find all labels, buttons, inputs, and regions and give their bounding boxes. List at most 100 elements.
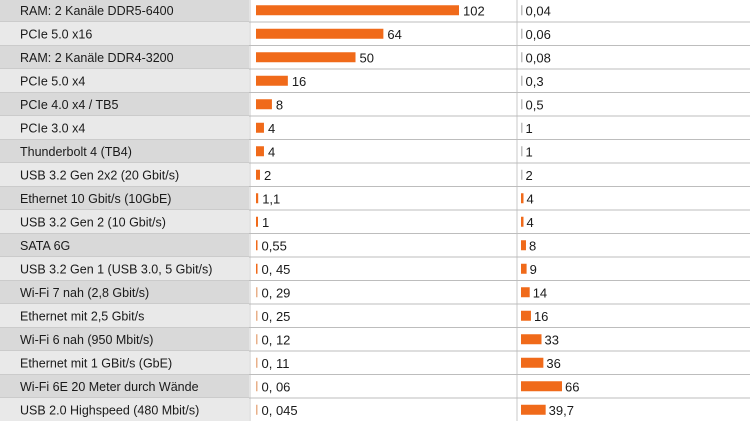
category-label: Wi-Fi 6 nah (950 Mbit/s) xyxy=(20,333,153,347)
row-label-cell xyxy=(0,304,249,328)
bar-left xyxy=(256,357,258,368)
row-label-cell xyxy=(0,45,249,69)
data-label-left: 0, 12 xyxy=(262,332,291,347)
data-label-left: 0, 45 xyxy=(262,262,291,277)
bar-right xyxy=(521,310,531,321)
bar-left xyxy=(256,404,258,415)
table-row: Ethernet mit 1 GBit/s (GbE) 0, 11 36 xyxy=(0,351,750,375)
table-row: Ethernet mit 2,5 Gbit/s 0, 25 16 xyxy=(0,304,750,328)
row-label-cell xyxy=(0,0,249,22)
data-label-right: 16 xyxy=(534,309,548,324)
table-row: RAM: 2 Kanäle DDR4-3200 50 0,08 xyxy=(0,45,750,70)
data-label-left: 64 xyxy=(387,27,401,42)
category-label: Ethernet mit 2,5 Gbit/s xyxy=(20,309,144,323)
table-row: Ethernet 10 Gbit/s (10GbE) 1,1 4 xyxy=(0,186,750,211)
bar-left xyxy=(256,287,258,298)
bar-right xyxy=(521,334,542,345)
bar-right xyxy=(521,287,530,298)
category-label: Wi-Fi 6E 20 Meter durch Wände xyxy=(20,380,199,394)
bar-left xyxy=(256,263,258,274)
bar-right xyxy=(521,216,524,227)
bar-left xyxy=(256,240,258,251)
row-label-cell xyxy=(0,398,249,421)
bar-right xyxy=(521,381,562,392)
bar-right xyxy=(521,122,523,133)
category-label: PCIe 5.0 x4 xyxy=(20,74,85,88)
data-label-left: 4 xyxy=(268,121,275,136)
table-row: Wi-Fi 6 nah (950 Mbit/s) 0, 12 33 xyxy=(0,327,750,352)
data-label-right: 36 xyxy=(546,356,560,371)
table-row: USB 2.0 Highspeed (480 Mbit/s) 0, 045 39,7 xyxy=(0,398,574,421)
data-label-left: 0, 06 xyxy=(262,379,291,394)
table-row: PCIe 5.0 x4 16 0,3 xyxy=(0,69,750,93)
table-row: Thunderbolt 4 (TB4) 4 1 xyxy=(0,139,750,164)
row-label-cell xyxy=(0,374,249,398)
table-row: USB 3.2 Gen 2x2 (20 Gbit/s) 2 2 xyxy=(0,163,750,187)
category-label: PCIe 3.0 x4 xyxy=(20,121,85,135)
bar-right xyxy=(521,5,523,16)
data-label-right: 1 xyxy=(526,121,533,136)
category-label: USB 3.2 Gen 2 (10 Gbit/s) xyxy=(20,215,166,229)
data-label-left: 0,55 xyxy=(262,238,287,253)
category-label: Thunderbolt 4 (TB4) xyxy=(20,145,132,159)
data-label-left: 50 xyxy=(360,50,374,65)
bar-right xyxy=(521,357,544,368)
row-label-cell xyxy=(0,351,249,375)
data-label-right: 4 xyxy=(526,215,533,230)
data-label-right: 39,7 xyxy=(549,403,574,418)
row-label-cell xyxy=(0,257,249,281)
category-label: USB 2.0 Highspeed (480 Mbit/s) xyxy=(20,403,199,417)
data-label-right: 1 xyxy=(526,144,533,159)
category-label: Wi-Fi 7 nah (2,8 Gbit/s) xyxy=(20,286,149,300)
table-row: PCIe 5.0 x16 64 0,06 xyxy=(0,22,750,46)
category-label: RAM: 2 Kanäle DDR5-6400 xyxy=(20,4,174,18)
row-label-cell xyxy=(0,139,249,163)
bar-left xyxy=(256,381,258,392)
data-label-left: 16 xyxy=(292,74,306,89)
bar-right xyxy=(521,404,546,415)
row-label-cell xyxy=(0,163,249,187)
row-label-cell xyxy=(0,186,249,210)
data-label-left: 0, 045 xyxy=(262,403,298,418)
bar-right xyxy=(521,146,523,157)
category-label: PCIe 5.0 x16 xyxy=(20,27,92,41)
bar-right xyxy=(521,99,523,110)
data-label-left: 8 xyxy=(276,97,283,112)
bar-right xyxy=(521,52,523,63)
row-label-cell xyxy=(0,116,249,140)
row-label-cell xyxy=(0,92,249,116)
bar-left xyxy=(256,99,272,110)
bar-right xyxy=(521,75,523,86)
data-label-right: 8 xyxy=(529,238,536,253)
table-row: USB 3.2 Gen 1 (USB 3.0, 5 Gbit/s) 0, 45 9 xyxy=(0,257,750,281)
data-label-right: 14 xyxy=(533,285,547,300)
bar-right xyxy=(521,28,523,39)
data-label-right: 0,5 xyxy=(526,97,544,112)
data-label-left: 0, 29 xyxy=(262,285,291,300)
category-label: USB 3.2 Gen 1 (USB 3.0, 5 Gbit/s) xyxy=(20,262,212,276)
bar-left xyxy=(256,193,259,204)
table-row: USB 3.2 Gen 2 (10 Gbit/s) 1 4 xyxy=(0,210,750,234)
bar-right xyxy=(521,240,526,251)
data-label-right: 0,3 xyxy=(526,74,544,89)
bar-left xyxy=(256,5,459,16)
row-label-cell xyxy=(0,69,249,93)
bar-right xyxy=(521,169,523,180)
table-row: RAM: 2 Kanäle DDR5-6400 102 0,04 xyxy=(0,0,750,23)
bar-left xyxy=(256,28,384,39)
row-label-cell xyxy=(0,22,249,46)
category-label: RAM: 2 Kanäle DDR4-3200 xyxy=(20,51,174,65)
table-row: SATA 6G 0,55 8 xyxy=(0,233,750,258)
row-label-cell xyxy=(0,327,249,351)
bar-left xyxy=(256,146,264,157)
bar-left xyxy=(256,334,258,345)
data-label-left: 0, 25 xyxy=(262,309,291,324)
data-label-left: 4 xyxy=(268,144,275,159)
bar-right xyxy=(521,263,527,274)
data-label-right: 0,08 xyxy=(526,50,551,65)
bar-left xyxy=(256,310,258,321)
category-label: USB 3.2 Gen 2x2 (20 Gbit/s) xyxy=(20,168,179,182)
bar-left xyxy=(256,216,258,227)
data-label-right: 0,06 xyxy=(526,27,551,42)
